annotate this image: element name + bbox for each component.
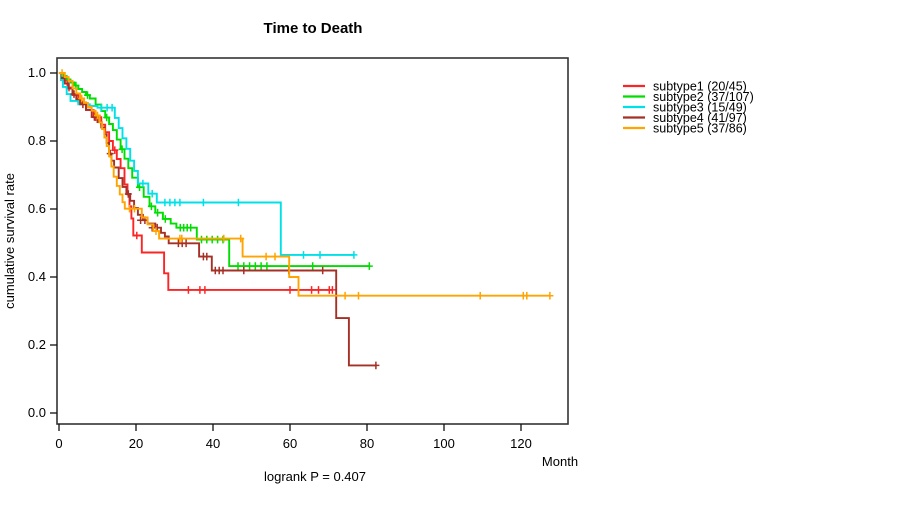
plot-frame	[56, 57, 569, 425]
y-tick-label: 0.4	[28, 269, 46, 284]
x-tick-label: 40	[206, 436, 220, 451]
legend-label-subtype1: subtype1 (20/45)	[653, 80, 747, 94]
x-tick-label: 60	[283, 436, 297, 451]
legend-row: subtype5 (37/86)	[623, 122, 747, 136]
x-tick-label: 120	[510, 436, 532, 451]
y-tick-label: 0.2	[28, 337, 46, 352]
y-tick-label: 0.8	[28, 133, 46, 148]
legend-label-subtype5: subtype5 (37/86)	[653, 122, 747, 136]
survival-curve-5	[59, 72, 550, 297]
censor-marks-2	[72, 81, 373, 270]
x-tick-label: 0	[55, 436, 62, 451]
y-axis: 1.0 0.8 0.6 0.4 0.2 0.0	[28, 65, 57, 420]
legend-row: subtype2 (37/107)	[623, 90, 754, 104]
legend-row: subtype3 (15/49)	[623, 101, 747, 115]
legend: subtype1 (20/45) subtype2 (37/107) subty…	[623, 80, 754, 136]
censor-marks-5	[58, 69, 554, 300]
y-tick-label: 0.6	[28, 201, 46, 216]
legend-row: subtype4 (41/97)	[623, 111, 747, 125]
x-axis: 0 20 40 60 80 100 120	[55, 424, 532, 451]
legend-row: subtype1 (20/45)	[623, 80, 747, 94]
y-tick-label: 1.0	[28, 65, 46, 80]
x-tick-label: 80	[360, 436, 374, 451]
legend-label-subtype4: subtype4 (41/97)	[653, 111, 747, 125]
legend-label-subtype3: subtype3 (15/49)	[653, 101, 747, 115]
y-axis-title: cumulative survival rate	[2, 173, 17, 309]
legend-label-subtype2: subtype2 (37/107)	[653, 90, 754, 104]
x-tick-label: 100	[433, 436, 455, 451]
survival-curve-3	[59, 72, 354, 256]
curves-layer	[58, 69, 554, 370]
survival-curve-2	[59, 72, 370, 268]
logrank-annotation: logrank P = 0.407	[264, 469, 366, 484]
x-tick-label: 20	[129, 436, 143, 451]
censor-marks-3	[97, 103, 358, 259]
y-tick-label: 0.0	[28, 405, 46, 420]
x-axis-title: Month	[542, 454, 578, 469]
chart-title: Time to Death	[264, 20, 363, 37]
